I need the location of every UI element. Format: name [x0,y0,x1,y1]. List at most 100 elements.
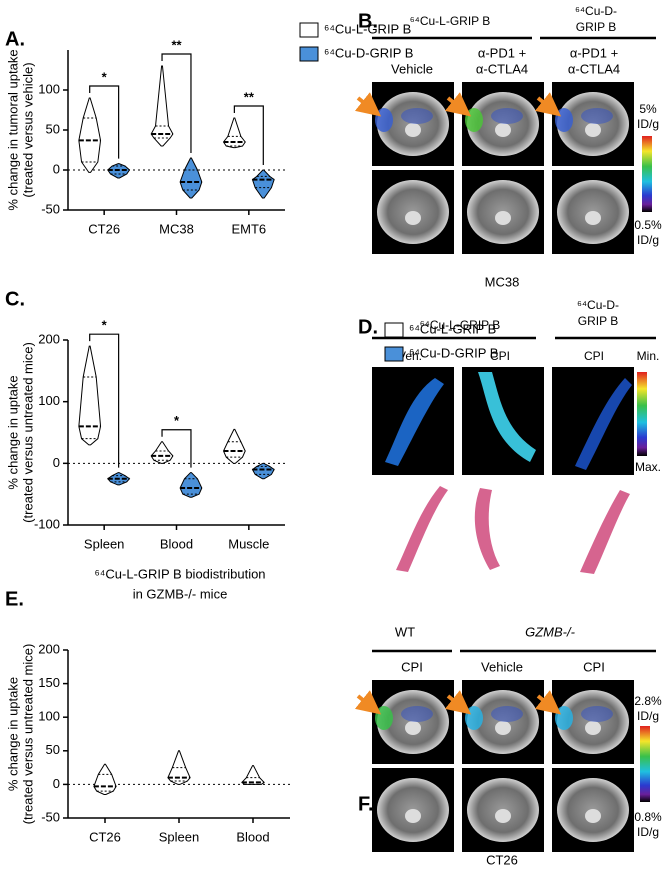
group-title: ⁶⁴Cu-L-GRIP B [420,318,501,332]
scan-spine [405,721,421,735]
y-tick-label: -50 [41,201,60,216]
y-tick-label: 100 [38,709,60,724]
scan-grid [354,82,634,254]
scale-label: 2.8% [634,694,662,708]
y-axis-label: % change in uptake [5,677,20,791]
column-label: α-CTLA4 [568,61,620,76]
y-tick-label: 0 [53,161,60,176]
column-label: α-PD1 + [570,45,618,60]
arrow [444,690,472,715]
footer: MC38 [485,274,520,289]
y-tick-label: -50 [41,809,60,824]
panel-label: E. [5,588,24,610]
scale-label: 0.5% [634,218,662,232]
arrow [534,690,562,715]
violin [222,428,246,464]
group-title: GRIP B [578,314,618,328]
significance-bracket [89,333,120,468]
y-tick-label: -100 [34,516,60,531]
x-tick-label: Blood [236,829,269,844]
footer: CT26 [486,852,518,867]
significance-label: * [102,318,108,333]
violin [251,462,275,480]
column-label: Veh. [398,349,422,363]
panel-label: F. [358,793,374,815]
scale-label: Min. [637,349,660,363]
y-tick-label: 150 [38,675,60,690]
column-label: Vehicle [481,659,523,674]
group-title: ⁶⁴Cu-L-GRIP B [410,14,491,28]
violin [251,169,275,199]
significance-bracket [161,429,192,468]
significance-bracket [161,53,192,153]
y-axis-label: % change in uptake [5,375,20,489]
scan-spine [585,809,601,823]
y-tick-label: 100 [38,393,60,408]
chart-title: ⁶⁴Cu-L-GRIP B biodistribution [94,566,265,581]
column-label: CPI [584,349,604,363]
scan-spine [495,211,511,225]
scan-grid [354,680,634,852]
group-title: ⁶⁴Cu-D- [575,4,617,18]
scan-spine [585,211,601,225]
color-bar [637,372,647,456]
significance-label: ** [244,89,255,104]
violin [78,97,102,173]
group-title: ⁶⁴Cu-D- [577,298,619,312]
scan-signal [581,108,613,124]
y-tick-label: 200 [38,641,60,656]
x-tick-label: Spleen [84,536,124,551]
x-tick-label: EMT6 [231,221,266,236]
scan-signal [401,706,433,722]
legend-swatch [384,322,404,338]
scan-signal [491,706,523,722]
spleen-signal [385,378,444,466]
y-axis-label: (treated versus vehicle) [20,62,35,197]
spleen-signal [575,378,632,470]
histology [396,486,448,572]
scale-label: ID/g [637,825,659,839]
scan-signal [491,108,523,124]
y-axis-label: (treated versus untreated mice) [20,342,35,523]
significance-label: * [174,413,180,428]
scale-label: 0.8% [634,810,662,824]
x-tick-label: CT26 [88,221,120,236]
panel-label: C. [5,288,25,310]
panel-f: F. WT GZMB-/- CPI Vehicle CPI 2.8% ID/g … [354,624,662,867]
scan-spine [405,809,421,823]
y-tick-label: 0 [53,455,60,470]
histology [474,488,500,570]
scan-spine [495,809,511,823]
panel-label: A. [5,28,25,50]
scale-label: 5% [639,102,657,116]
group-title: GZMB-/- [525,624,575,639]
scan-spine [405,123,421,137]
histology [580,490,630,574]
color-bar [642,136,652,212]
color-bar [640,726,650,802]
violin [167,750,191,785]
arrow [534,92,562,117]
scan-signal [581,706,613,722]
scan-spine [585,721,601,735]
y-tick-label: 50 [46,742,60,757]
scan-spine [585,123,601,137]
violin [78,345,102,446]
y-tick-label: 200 [38,331,60,346]
group-title: WT [395,624,415,639]
y-tick-label: 50 [46,121,60,136]
x-tick-label: CT26 [89,829,121,844]
column-label: Vehicle [391,61,433,76]
panel-label: D. [358,316,378,338]
column-label: CPI [490,349,510,363]
significance-bracket [233,105,264,165]
legend-label: ⁶⁴Cu-L-GRIP B [324,21,411,36]
scan-spine [405,211,421,225]
column-label: α-PD1 + [478,45,526,60]
x-tick-label: Spleen [159,829,199,844]
arrow [444,92,472,117]
legend-swatch [384,346,404,362]
group-title: GRIP B [576,20,616,34]
scale-label: ID/g [637,709,659,723]
